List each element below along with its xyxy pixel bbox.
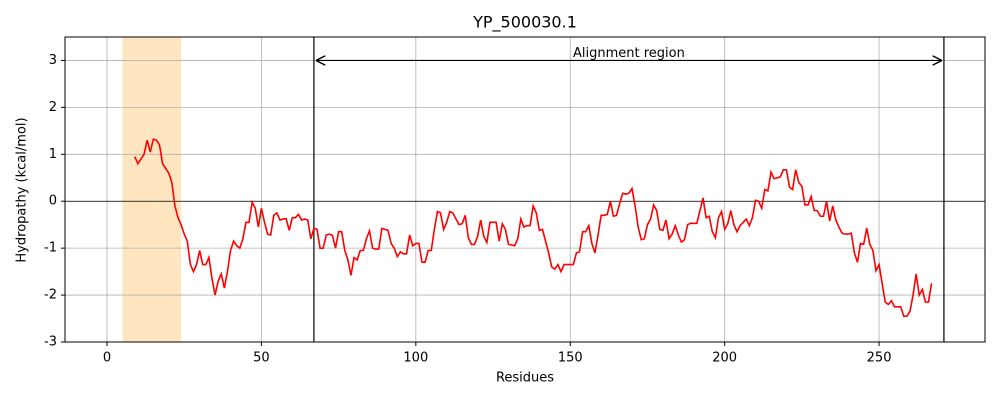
y-tick-label: 3 (49, 53, 57, 68)
chart-title: YP_500030.1 (472, 13, 577, 33)
shaded-region (122, 37, 182, 342)
y-tick-label: -2 (44, 288, 57, 303)
x-tick-label: 250 (867, 351, 892, 366)
x-axis-label: Residues (496, 371, 554, 386)
y-tick-label: 0 (49, 194, 57, 209)
annotation-text: Alignment region (573, 46, 685, 61)
x-tick-label: 200 (712, 351, 737, 366)
x-tick-label: 150 (558, 351, 583, 366)
y-axis-label: Hydropathy (kcal/mol) (15, 117, 30, 262)
x-tick-label: 100 (403, 351, 428, 366)
x-tick-label: 0 (103, 351, 111, 366)
y-tick-label: 2 (49, 100, 57, 115)
y-tick-label: -1 (44, 241, 57, 256)
x-tick-label: 50 (253, 351, 270, 366)
y-tick-label: 1 (49, 147, 57, 162)
plot-frame (64, 36, 986, 343)
hydropathy-line (134, 138, 933, 317)
y-tick-label: -3 (44, 335, 57, 350)
